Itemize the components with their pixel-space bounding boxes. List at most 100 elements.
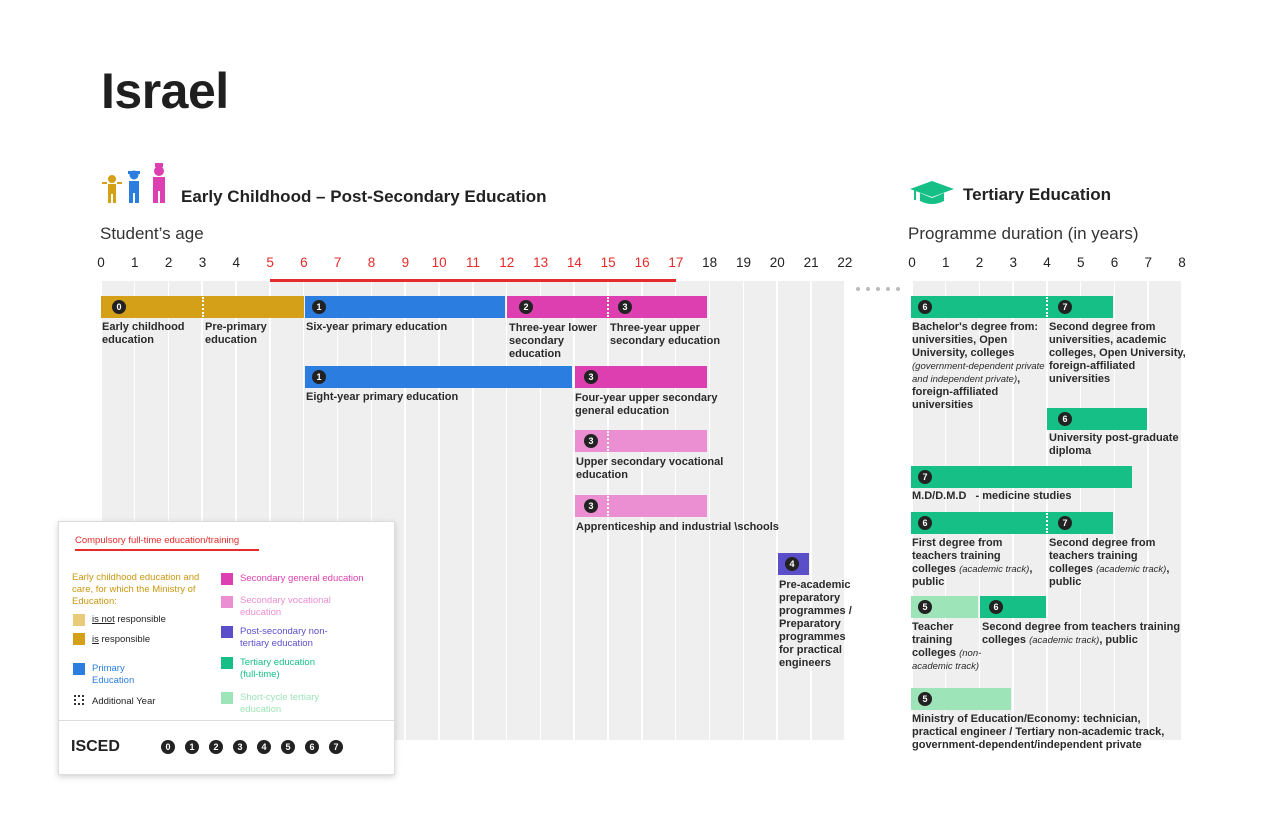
legend-ec-not-prefix: is not [92,614,115,625]
label-postgrad-diploma: University post-graduate diploma [1049,432,1179,457]
legend-sec-general: Secondary general education [240,573,364,584]
additional-year-marker [1046,297,1048,317]
age-grid-column [473,281,506,740]
label-upper-secondary: Three-year upper secondary education [610,322,721,347]
age-tick: 3 [198,255,207,270]
isced-badge-7: 7 [918,470,932,484]
label-upper-vocational: Upper secondary vocational education [576,456,724,481]
label-pre-academic: Pre-academic preparatory programmes / Pr… [779,579,852,669]
right-axis-title: Programme duration (in years) [908,224,1139,243]
label-second-teachers-italic: (academic track) [1096,564,1167,575]
left-section-title: Early Childhood – Post-Secondary Educati… [181,187,547,206]
age-tick: 21 [803,255,819,270]
age-tick: 4 [232,255,241,270]
isced-badge-3: 3 [618,300,632,314]
label-first-degree-tail: , public [912,563,1033,588]
label-first-degree-italic: (academic track) [959,564,1030,575]
bar-ministry [911,688,1011,710]
age-tick: 18 [702,255,718,270]
isced-badge-5: 5 [918,600,932,614]
age-tick: 0 [97,255,105,270]
graduation-cap-icon [908,179,956,205]
isced-badge-3: 3 [584,499,598,513]
label-lower-secondary: Three-year lower secondary education [509,322,598,360]
duration-tick: 3 [1009,255,1017,270]
legend-short-cycle: Short-cycle tertiary education [240,692,320,715]
age-grid-column [744,281,777,740]
legend-swatch-sec-vocational [221,596,233,608]
age-grid-column [507,281,540,740]
isced-badge-0: 0 [161,740,175,754]
duration-grid-column [1148,281,1181,740]
duration-grid-column [1081,281,1114,740]
label-first-degree-main: First degree from teachers training coll… [912,537,1003,575]
isced-badge-1: 1 [312,370,326,384]
label-second-tt-main: Second degree from teachers training col… [982,621,1181,646]
isced-badge-4: 4 [257,740,271,754]
compulsory-line [270,279,676,282]
age-tick: 8 [367,255,376,270]
bar-four-year-upper [575,366,707,388]
legend-post-sec: Post-secondary non-tertiary education [240,626,328,649]
age-tick: 6 [300,255,308,270]
legend-compulsory-line [75,549,259,551]
isced-badge-2: 2 [209,740,223,754]
label-teacher-training: Teacher training colleges (non- academic… [912,621,982,673]
isced-badge-6: 6 [305,740,319,754]
duration-grid-column [980,281,1013,740]
isced-badge-1: 1 [312,300,326,314]
age-grid-column [541,281,574,740]
legend-swatch-ec-not [73,614,85,626]
age-grid-column [405,281,439,740]
duration-tick: 0 [908,255,916,270]
legend-additional: Additional Year [92,696,156,707]
label-teacher-training-italic: (non- academic track) [912,648,982,672]
bar-postgrad-diploma [1047,408,1147,430]
age-tick: 14 [566,255,582,270]
isced-badge-5: 5 [918,692,932,706]
isced-badge-1: 1 [185,740,199,754]
duration-tick: 2 [975,255,984,270]
label-second-tt-italic: (academic track) [1029,635,1100,646]
duration-tick: 8 [1178,255,1186,270]
isced-badge-5: 5 [281,740,295,754]
label-ministry: Ministry of Education/Economy: technicia… [912,713,1165,751]
additional-year-marker [1046,513,1048,533]
label-bachelor-main: Bachelor's degree from: universities, Op… [912,321,1039,359]
children-icon [100,163,174,203]
legend-divider [59,720,394,721]
label-second-degree: Second degree from universities, academi… [1049,321,1186,385]
age-grid-column [710,281,743,740]
legend-swatch-post-sec [221,626,233,638]
additional-year-marker [607,431,609,451]
additional-year-marker [202,297,204,317]
legend-sec-vocational: Secondary vocational education [240,595,331,618]
age-tick: 20 [769,255,785,270]
age-tick: 22 [837,255,853,270]
isced-badge-6: 6 [989,600,1003,614]
label-eight-year-primary: Eight-year primary education [306,391,459,403]
legend-ec-not-suffix: responsible [114,614,166,625]
label-second-tt-tail: , public [1099,634,1138,646]
legend-ec-is: is responsible [92,634,150,646]
age-tick: 9 [401,255,410,270]
duration-tick: 7 [1144,255,1152,270]
right-section-title: Tertiary Education [963,185,1111,204]
duration-grid-column [946,281,979,740]
page-title: Israel [101,63,229,119]
label-six-year-primary: Six-year primary education [306,321,448,333]
label-pre-primary: Pre-primary education [205,321,267,346]
label-apprenticeship: Apprenticeship and industrial \schools [576,521,779,533]
age-tick: 10 [431,255,447,270]
label-early-childhood: Early childhood education [102,321,185,346]
age-tick: 12 [499,255,515,270]
age-tick: 7 [333,255,342,270]
age-tick: 15 [600,255,616,270]
legend-compulsory: Compulsory full-time education/training [75,535,240,546]
age-tick: 16 [634,255,650,270]
isced-badge-6: 6 [918,516,932,530]
label-second-teachers-main: Second degree from teachers training col… [1049,537,1156,575]
label-second-degree-tt: Second degree from teachers training col… [982,621,1182,647]
age-tick: 5 [266,255,274,270]
legend-ec-not: is not responsible [92,614,166,626]
